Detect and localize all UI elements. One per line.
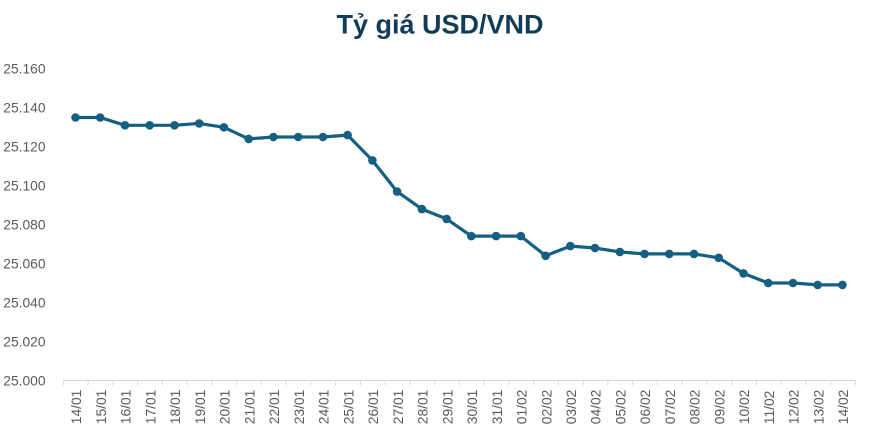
svg-text:06/02: 06/02	[638, 390, 653, 425]
svg-text:07/02: 07/02	[663, 390, 678, 425]
svg-text:15/01: 15/01	[94, 390, 109, 425]
svg-text:25.020: 25.020	[3, 334, 46, 349]
svg-text:31/01: 31/01	[490, 390, 505, 425]
svg-text:25/01: 25/01	[341, 390, 356, 425]
svg-text:22/01: 22/01	[267, 390, 282, 425]
svg-text:29/01: 29/01	[440, 390, 455, 425]
svg-text:13/02: 13/02	[811, 390, 826, 425]
svg-text:11/02: 11/02	[762, 391, 777, 425]
svg-text:26/01: 26/01	[366, 390, 381, 425]
svg-text:12/02: 12/02	[787, 390, 802, 425]
svg-text:25.100: 25.100	[3, 178, 46, 193]
svg-text:14/01: 14/01	[69, 390, 84, 425]
svg-text:25.040: 25.040	[3, 295, 46, 310]
svg-text:25.060: 25.060	[3, 256, 46, 271]
svg-text:21/01: 21/01	[242, 390, 257, 425]
svg-text:10/02: 10/02	[737, 390, 752, 425]
svg-text:19/01: 19/01	[193, 390, 208, 425]
svg-text:28/01: 28/01	[416, 390, 431, 425]
svg-text:27/01: 27/01	[391, 390, 406, 425]
svg-text:05/02: 05/02	[614, 390, 629, 425]
svg-text:25.080: 25.080	[3, 217, 46, 232]
svg-text:20/01: 20/01	[218, 390, 233, 425]
svg-text:14/02: 14/02	[836, 390, 851, 425]
svg-text:18/01: 18/01	[168, 390, 183, 425]
svg-text:25.120: 25.120	[3, 139, 46, 154]
svg-text:16/01: 16/01	[119, 390, 134, 425]
svg-text:24/01: 24/01	[317, 390, 332, 425]
svg-text:02/02: 02/02	[539, 390, 554, 425]
svg-text:01/02: 01/02	[515, 390, 530, 425]
svg-text:25.000: 25.000	[3, 373, 46, 388]
svg-text:09/02: 09/02	[712, 390, 727, 425]
svg-text:25.140: 25.140	[3, 100, 46, 115]
svg-text:03/02: 03/02	[564, 390, 579, 425]
svg-text:23/01: 23/01	[292, 390, 307, 425]
svg-text:04/02: 04/02	[589, 390, 604, 425]
svg-text:30/01: 30/01	[465, 390, 480, 425]
svg-text:08/02: 08/02	[688, 390, 703, 425]
svg-text:17/01: 17/01	[143, 390, 158, 425]
svg-text:25.160: 25.160	[3, 61, 46, 76]
svg-text:Tỷ giá USD/VND: Tỷ giá USD/VND	[336, 10, 543, 40]
